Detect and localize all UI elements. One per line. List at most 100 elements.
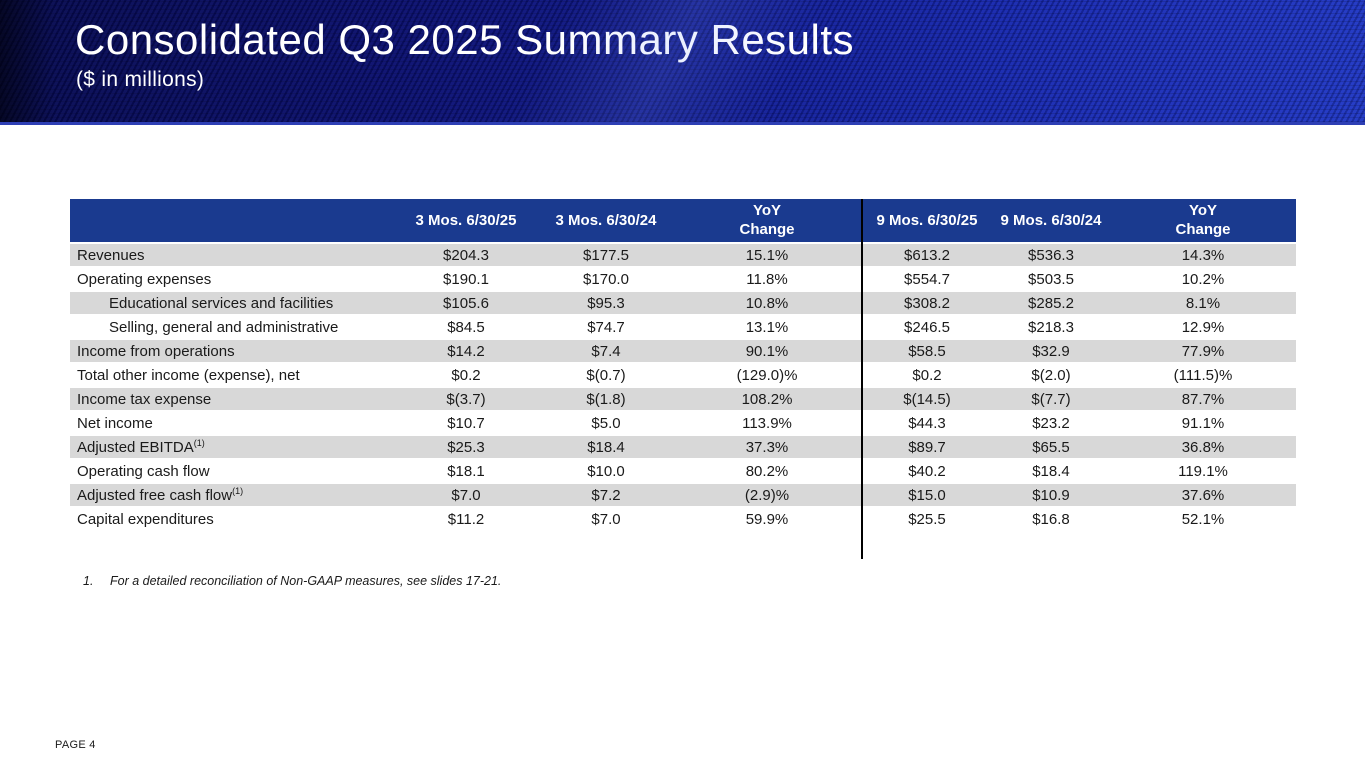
row-label: Income from operations: [70, 340, 392, 364]
cell-value: $(2.0): [992, 364, 1110, 388]
cell-value: $7.2: [540, 484, 672, 508]
footnote-ref: (1): [193, 437, 205, 448]
cell-value: 13.1%: [672, 316, 862, 340]
table-row-operating-expenses: Operating expenses $190.1 $170.0 11.8% $…: [70, 268, 1296, 292]
row-label: Selling, general and administrative: [70, 316, 392, 340]
cell-value: $285.2: [992, 292, 1110, 316]
cell-value: $613.2: [862, 244, 992, 268]
slide-title: Consolidated Q3 2025 Summary Results: [75, 16, 855, 63]
row-label: Capital expenditures: [70, 508, 392, 532]
table-header-row: 3 Mos. 6/30/25 3 Mos. 6/30/24 YoY Change…: [70, 199, 1296, 244]
header-yoy-change-quarter-text: YoY Change: [739, 201, 795, 238]
cell-value: 37.6%: [1110, 484, 1296, 508]
table-row-income-from-operations: Income from operations $14.2 $7.4 90.1% …: [70, 340, 1296, 364]
cell-value: $(1.8): [540, 388, 672, 412]
header-9mos-63024: 9 Mos. 6/30/24: [992, 199, 1110, 244]
cell-value: $14.2: [392, 340, 540, 364]
cell-value: 15.1%: [672, 244, 862, 268]
cell-value: 91.1%: [1110, 412, 1296, 436]
cell-value: $15.0: [862, 484, 992, 508]
cell-value: $40.2: [862, 460, 992, 484]
cell-value: $44.3: [862, 412, 992, 436]
row-label: Total other income (expense), net: [70, 364, 392, 388]
footnote-ref: (1): [232, 485, 244, 496]
cell-value: $32.9: [992, 340, 1110, 364]
cell-value: $0.2: [862, 364, 992, 388]
cell-value: $58.5: [862, 340, 992, 364]
cell-value: 52.1%: [1110, 508, 1296, 532]
cell-value: 36.8%: [1110, 436, 1296, 460]
title-banner: Consolidated Q3 2025 Summary Results ($ …: [0, 0, 1365, 125]
cell-value: $65.5: [992, 436, 1110, 460]
cell-value: 87.7%: [1110, 388, 1296, 412]
header-yoy-change-quarter: YoY Change: [672, 199, 862, 244]
cell-value: $16.8: [992, 508, 1110, 532]
row-label: Adjusted EBITDA(1): [70, 436, 392, 460]
cell-value: $(3.7): [392, 388, 540, 412]
cell-value: $170.0: [540, 268, 672, 292]
table-row-income-tax-expense: Income tax expense $(3.7) $(1.8) 108.2% …: [70, 388, 1296, 412]
quarter-ninemonth-divider-line: [861, 199, 863, 559]
cell-value: 14.3%: [1110, 244, 1296, 268]
cell-value: 59.9%: [672, 508, 862, 532]
cell-value: $554.7: [862, 268, 992, 292]
cell-value: $7.4: [540, 340, 672, 364]
header-empty-label-col: [70, 199, 392, 244]
table-row-educational-services: Educational services and facilities $105…: [70, 292, 1296, 316]
slide-subtitle: ($ in millions): [76, 68, 205, 91]
footnote-number: 1.: [83, 574, 94, 588]
cell-value: $190.1: [392, 268, 540, 292]
header-3mos-63024: 3 Mos. 6/30/24: [540, 199, 672, 244]
cell-value: 37.3%: [672, 436, 862, 460]
cell-value: $177.5: [540, 244, 672, 268]
footnote-text: For a detailed reconciliation of Non-GAA…: [110, 574, 502, 588]
table-row-operating-cash-flow: Operating cash flow $18.1 $10.0 80.2% $4…: [70, 460, 1296, 484]
header-yoy-change-9mos: YoY Change: [1110, 199, 1296, 244]
cell-value: $308.2: [862, 292, 992, 316]
cell-value: 90.1%: [672, 340, 862, 364]
cell-value: $7.0: [540, 508, 672, 532]
cell-value: $204.3: [392, 244, 540, 268]
header-3mos-63025: 3 Mos. 6/30/25: [392, 199, 540, 244]
cell-value: $11.2: [392, 508, 540, 532]
cell-value: $(7.7): [992, 388, 1110, 412]
table-row-total-other-income: Total other income (expense), net $0.2 $…: [70, 364, 1296, 388]
cell-value: $5.0: [540, 412, 672, 436]
row-label: Income tax expense: [70, 388, 392, 412]
cell-value: 11.8%: [672, 268, 862, 292]
table-row-selling-general-admin: Selling, general and administrative $84.…: [70, 316, 1296, 340]
cell-value: $105.6: [392, 292, 540, 316]
row-label: Adjusted free cash flow(1): [70, 484, 392, 508]
table-row-revenues: Revenues $204.3 $177.5 15.1% $613.2 $536…: [70, 244, 1296, 268]
cell-value: $10.9: [992, 484, 1110, 508]
cell-value: 80.2%: [672, 460, 862, 484]
cell-value: 113.9%: [672, 412, 862, 436]
cell-value: $503.5: [992, 268, 1110, 292]
row-label: Educational services and facilities: [70, 292, 392, 316]
header-yoy-change-9mos-text: YoY Change: [1175, 201, 1231, 238]
cell-value: $23.2: [992, 412, 1110, 436]
cell-value: 10.2%: [1110, 268, 1296, 292]
footnote: 1. For a detailed reconciliation of Non-G…: [83, 574, 501, 588]
cell-value: $7.0: [392, 484, 540, 508]
cell-value: $89.7: [862, 436, 992, 460]
table-row-adjusted-ebitda: Adjusted EBITDA(1) $25.3 $18.4 37.3% $89…: [70, 436, 1296, 460]
table-row-net-income: Net income $10.7 $5.0 113.9% $44.3 $23.2…: [70, 412, 1296, 436]
row-label: Operating cash flow: [70, 460, 392, 484]
cell-value: $246.5: [862, 316, 992, 340]
cell-value: $84.5: [392, 316, 540, 340]
row-label: Revenues: [70, 244, 392, 268]
cell-value: $95.3: [540, 292, 672, 316]
cell-value: (129.0)%: [672, 364, 862, 388]
cell-value: $18.4: [540, 436, 672, 460]
cell-value: 12.9%: [1110, 316, 1296, 340]
cell-value: (111.5)%: [1110, 364, 1296, 388]
header-9mos-63025: 9 Mos. 6/30/25: [862, 199, 992, 244]
cell-value: $(14.5): [862, 388, 992, 412]
cell-value: $10.0: [540, 460, 672, 484]
cell-value: $25.5: [862, 508, 992, 532]
cell-value: $18.4: [992, 460, 1110, 484]
cell-value: 119.1%: [1110, 460, 1296, 484]
cell-value: $536.3: [992, 244, 1110, 268]
cell-value: 8.1%: [1110, 292, 1296, 316]
